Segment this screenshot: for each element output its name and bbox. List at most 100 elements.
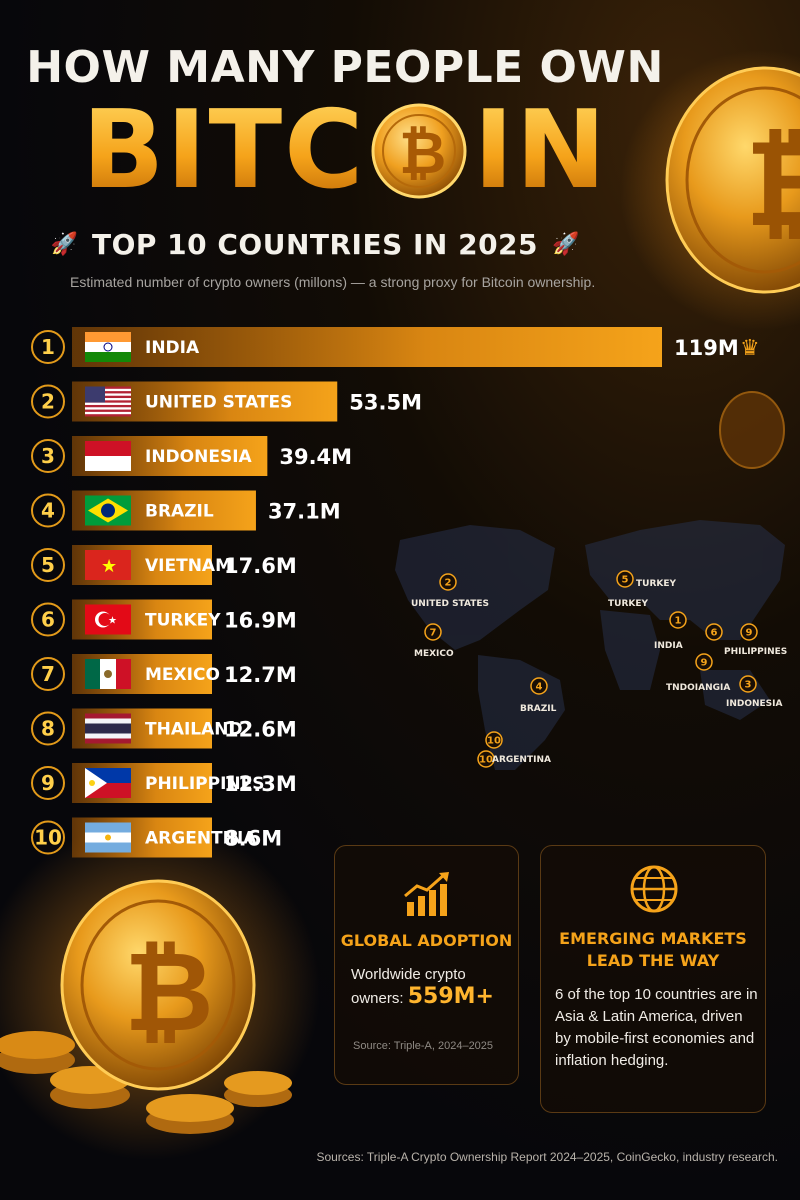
flag-vietnam: ★ xyxy=(85,550,131,580)
subtitle-row: 🚀 TOP 10 COUNTRIES IN 2025 🚀 xyxy=(0,228,630,261)
map-country-label-5: INDIA xyxy=(654,641,683,651)
flag-turkey: ★ xyxy=(85,604,131,635)
country-label-9: PHILIPPINES xyxy=(145,774,265,794)
flag-mexico xyxy=(85,659,131,689)
map-marker-10 xyxy=(530,677,548,695)
map-marker-number-2: 7 xyxy=(430,628,437,639)
map-country-label-4: TURKEY xyxy=(608,599,648,609)
flag-indonesia xyxy=(85,441,131,471)
flag-india xyxy=(85,332,131,362)
worldwide-owners-value: 559M+ xyxy=(407,984,494,1009)
map-country-label-7: PHILIPPINES xyxy=(724,647,787,657)
rank-label-5: 5 xyxy=(41,553,55,577)
svg-text:★: ★ xyxy=(101,556,117,577)
crown-icon: ♛ xyxy=(740,336,760,361)
title-in: IN xyxy=(473,88,608,213)
rank-circle-8 xyxy=(31,711,65,746)
country-label-8: THAILAND xyxy=(145,720,243,740)
rank-label-1: 1 xyxy=(41,335,55,359)
sources-footer: Sources: Triple-A Crypto Ownership Repor… xyxy=(316,1150,778,1164)
rank-label-9: 9 xyxy=(41,771,55,795)
rank-circle-4 xyxy=(31,493,65,528)
bitcoin-logo-icon: ₿ xyxy=(371,103,467,199)
rank-circle-3 xyxy=(31,439,65,473)
rank-circle-5 xyxy=(31,548,65,582)
global-adoption-source: Source: Triple-A, 2024–2025 xyxy=(353,1040,494,1052)
svg-text:₿: ₿ xyxy=(399,119,446,187)
flag-philippines xyxy=(85,768,131,798)
rocket-icon: 🚀 xyxy=(50,232,78,257)
map-marker-number-5: 1 xyxy=(675,616,682,627)
map-marker-number-10: 4 xyxy=(536,682,543,693)
value-label-5: 17.6M xyxy=(224,554,297,578)
country-label-1: INDIA xyxy=(145,338,200,358)
globe-icon xyxy=(630,865,678,913)
emerging-markets-title-line1: EMERGING MARKETS xyxy=(559,929,747,948)
country-label-10: ARGENTINA xyxy=(145,829,257,849)
map-marker-number-8: 9 xyxy=(701,658,708,669)
rank-label-6: 6 xyxy=(41,608,55,632)
map-country-label-1: UNITED STATES xyxy=(411,599,489,609)
map-marker-number-12: 10 xyxy=(479,755,493,766)
country-label-5: VIETNAM xyxy=(145,556,232,576)
rank-circle-6 xyxy=(31,602,65,637)
country-label-6: TURKEY xyxy=(145,611,221,631)
emerging-markets-title-line2: LEAD THE WAY xyxy=(586,951,720,970)
rank-label-3: 3 xyxy=(41,444,55,468)
emerging-markets-body: 6 of the top 10 countries are in Asia & … xyxy=(555,986,758,1069)
rank-label-8: 8 xyxy=(41,717,55,741)
map-marker-5 xyxy=(669,611,687,629)
page-title-bitcoin: BITC ₿ IN xyxy=(0,96,690,206)
rank-label-7: 7 xyxy=(41,662,55,686)
global-adoption-body: Worldwide crypto owners: xyxy=(351,966,466,1007)
value-label-6: 16.9M xyxy=(224,609,297,633)
rank-circle-7 xyxy=(31,657,65,691)
map-marker-number-7: 9 xyxy=(746,628,753,639)
flag-brazil xyxy=(85,495,131,526)
map-marker-11 xyxy=(485,731,503,749)
country-label-2: UNITED STATES xyxy=(145,393,292,413)
chart-description: Estimated number of crypto owners (millo… xyxy=(70,274,596,290)
rank-label-2: 2 xyxy=(41,390,55,414)
map-marker-12 xyxy=(477,750,495,768)
bitcoin-coin-icon-top-right: ₿ xyxy=(665,66,800,294)
bar-chart: 1 INDIA 119M ♛ 2 UNITED STATES 53.5M 3 INDONES… xyxy=(31,327,760,858)
global-adoption-title: GLOBAL ADOPTION xyxy=(340,931,513,950)
chart-up-icon xyxy=(404,872,449,916)
rank-label-10: 10 xyxy=(34,826,62,850)
value-label-8: 12.6M xyxy=(224,718,297,742)
bitcoin-coin-icon-small xyxy=(719,391,785,469)
world-map xyxy=(395,520,785,770)
flag-united-states xyxy=(85,386,131,417)
bitcoin-coin-icon-bottom: ₿ xyxy=(0,879,292,1134)
subtitle: TOP 10 COUNTRIES IN 2025 xyxy=(91,228,539,261)
value-label-10: 8.6M xyxy=(224,827,282,851)
map-marker-number-3: 5 xyxy=(622,575,629,586)
emerging-markets-card: EMERGING MARKETS LEAD THE WAY 6 of the t… xyxy=(540,845,766,1113)
svg-text:₿: ₿ xyxy=(124,928,214,1056)
svg-text:★: ★ xyxy=(108,616,117,627)
value-label-7: 12.7M xyxy=(224,663,297,687)
map-country-label-3: TURKEY xyxy=(636,579,676,589)
country-label-4: BRAZIL xyxy=(145,502,214,522)
rank-circle-2 xyxy=(31,384,65,419)
map-marker-6 xyxy=(705,623,723,641)
map-marker-number-1: 2 xyxy=(445,578,452,589)
rank-circle-10 xyxy=(31,820,65,855)
country-label-7: MEXICO xyxy=(145,665,220,685)
map-marker-7 xyxy=(740,623,758,641)
value-label-9: 12.3M xyxy=(224,772,297,796)
value-label-3: 39.4M xyxy=(279,445,352,469)
map-marker-number-6: 6 xyxy=(711,628,718,639)
rank-label-4: 4 xyxy=(41,499,55,523)
map-country-label-10: BRAZIL xyxy=(520,704,557,714)
map-marker-3 xyxy=(616,570,634,588)
flag-thailand xyxy=(85,713,131,744)
map-marker-1 xyxy=(439,573,457,591)
page-title-line1: HOW MANY PEOPLE OWN xyxy=(26,42,664,93)
country-label-3: INDONESIA xyxy=(145,447,253,467)
flag-argentina xyxy=(85,822,131,853)
map-country-label-8: TNDOIANGIA xyxy=(666,683,730,693)
map-marker-number-9: 3 xyxy=(745,680,752,691)
